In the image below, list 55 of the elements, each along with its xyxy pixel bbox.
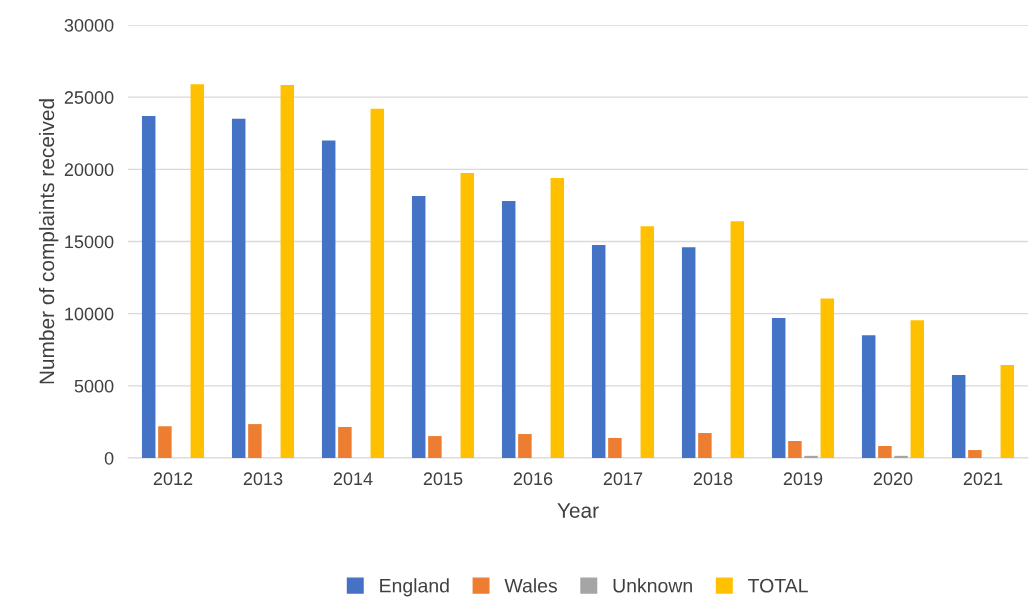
legend-label: England xyxy=(380,578,449,597)
bar xyxy=(591,245,606,458)
legend-label: Wales xyxy=(504,578,557,593)
x-tick-label: 2015 xyxy=(423,472,463,486)
y-tick-label: 5000 xyxy=(74,379,114,393)
bar xyxy=(428,436,442,458)
x-tick-label: 2016 xyxy=(513,472,553,486)
bar xyxy=(861,335,876,458)
bar xyxy=(321,140,336,458)
x-tick-label: 2018 xyxy=(693,472,733,486)
bar xyxy=(968,450,982,458)
bar xyxy=(878,446,892,458)
bar xyxy=(280,84,295,458)
bar xyxy=(501,201,516,458)
bar xyxy=(894,455,908,458)
x-tick-label: 2021 xyxy=(963,472,1003,486)
legend-label: Unknown xyxy=(613,578,692,593)
y-tick-label: 15000 xyxy=(65,235,114,249)
bar xyxy=(698,433,712,458)
bar xyxy=(141,115,156,458)
bar xyxy=(804,455,818,458)
bar xyxy=(608,437,622,458)
legend-label: TOTAL xyxy=(748,578,808,593)
y-tick-label: 10000 xyxy=(65,307,114,321)
bar xyxy=(788,440,802,458)
bar xyxy=(550,177,565,458)
bar xyxy=(338,426,352,458)
y-tick-label: 0 xyxy=(104,451,114,465)
bar xyxy=(248,424,262,458)
bar xyxy=(681,247,696,458)
x-tick-label: 2012 xyxy=(153,472,193,486)
bar xyxy=(771,318,786,458)
bar xyxy=(910,320,925,458)
x-tick-label: 2014 xyxy=(333,472,373,486)
x-axis-title: Year xyxy=(557,503,599,518)
bar xyxy=(640,226,655,458)
bar xyxy=(820,298,835,458)
y-tick-label: 20000 xyxy=(64,163,114,177)
bar xyxy=(158,426,172,458)
bar xyxy=(460,172,475,458)
y-axis-title: Number of complaints received xyxy=(38,99,59,384)
y-tick-label: 30000 xyxy=(64,18,114,32)
bar xyxy=(370,108,385,458)
x-tick-label: 2020 xyxy=(873,472,913,486)
bar xyxy=(231,118,246,458)
y-tick-label: 25000 xyxy=(64,91,114,104)
bar xyxy=(411,196,426,458)
x-tick-label: 2019 xyxy=(783,472,823,486)
bar xyxy=(190,84,205,458)
bar xyxy=(1000,364,1015,458)
bar xyxy=(951,375,966,458)
bar xyxy=(518,434,532,458)
x-tick-label: 2017 xyxy=(603,472,643,486)
bar xyxy=(730,221,745,458)
x-tick-label: 2013 xyxy=(243,472,283,486)
